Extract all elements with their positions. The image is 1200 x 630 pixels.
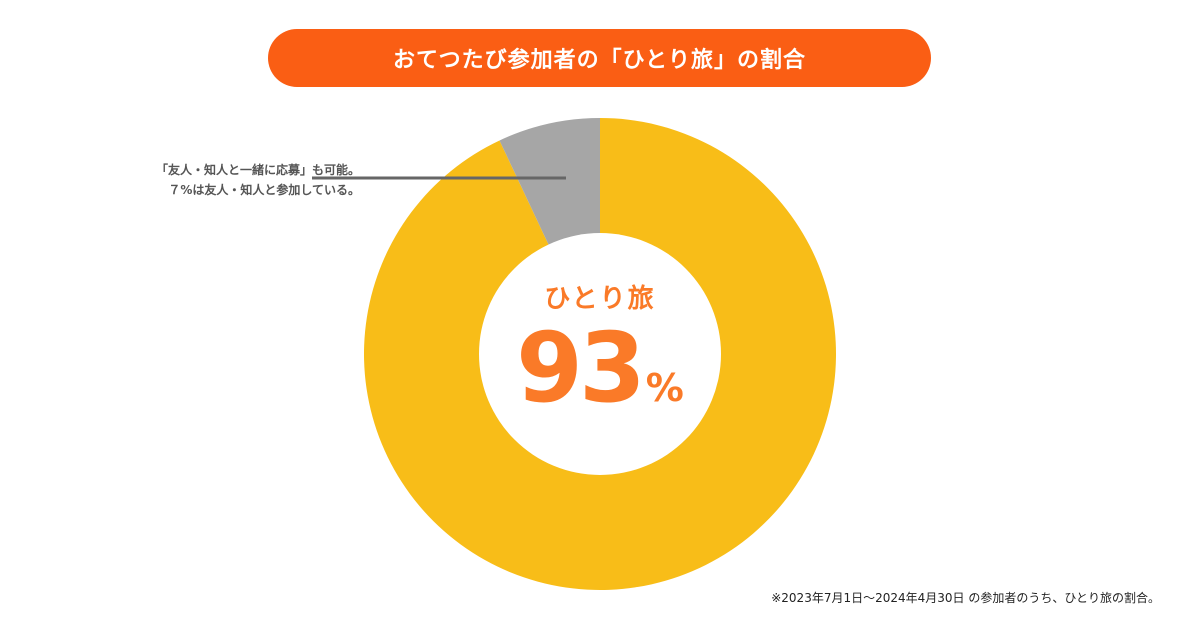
- center-value: 93%: [500, 318, 700, 418]
- center-unit: %: [645, 366, 684, 410]
- title-banner: おてつたび参加者の「ひとり旅」の割合: [268, 29, 931, 87]
- callout-annotation: 「友人・知人と一緒に応募」も可能。 ７%は友人・知人と参加している。: [60, 160, 360, 200]
- center-label: ひとり旅: [544, 284, 656, 314]
- chart-title: おてつたび参加者の「ひとり旅」の割合: [393, 48, 806, 73]
- callout-line-2: ７%は友人・知人と参加している。: [168, 183, 360, 197]
- center-number: 93: [516, 312, 646, 424]
- donut-hole: [479, 233, 721, 475]
- callout-line-1: 「友人・知人と一緒に応募」も可能。: [155, 163, 360, 177]
- footnote: ※2023年7月1日〜2024年4月30日 の参加者のうち、ひとり旅の割合。: [771, 591, 1160, 605]
